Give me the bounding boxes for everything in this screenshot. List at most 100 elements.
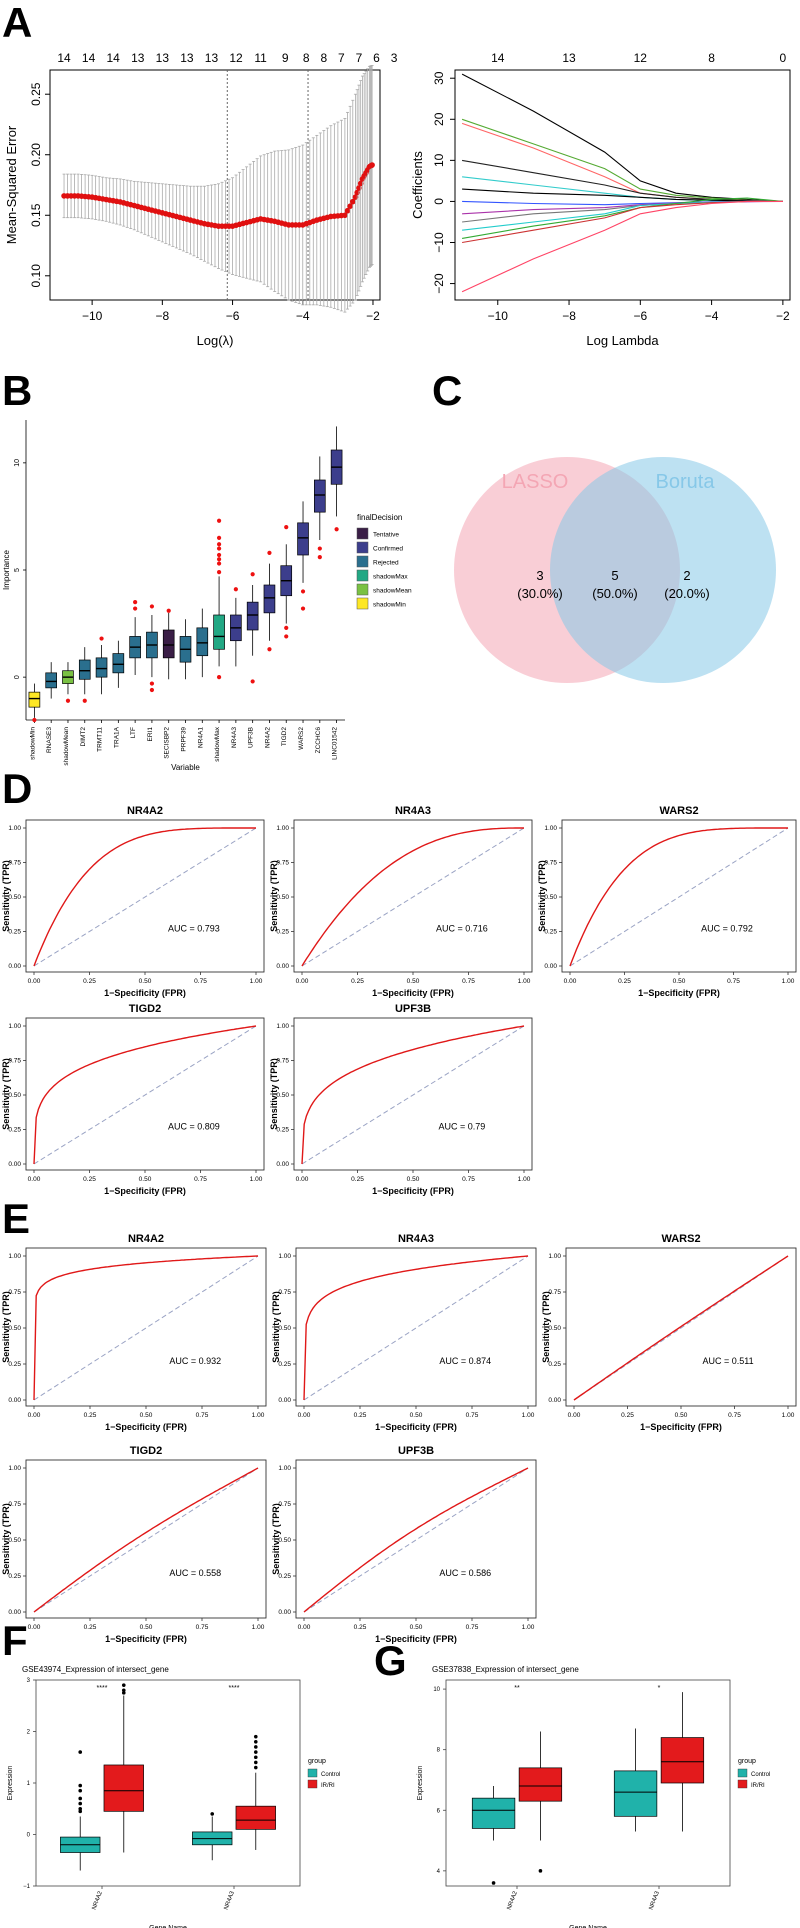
legend-label: Confirmed <box>373 546 403 553</box>
roc-e-upf3b: UPF3B 0.00 0.00 0.25 0.25 0.50 0.50 0.75 0.75 1.0… <box>271 1445 537 1644</box>
y-tick-label: 5 <box>14 568 21 572</box>
coefficient-path-c13 <box>461 200 783 293</box>
legend-swatch <box>356 569 369 582</box>
y-axis-label: Importance <box>2 549 11 590</box>
y-tick-label: 0.25 <box>278 1573 291 1580</box>
diagonal-reference <box>303 1255 529 1401</box>
roc-title: TIGD2 <box>129 1003 161 1015</box>
x-tick-label: 0.50 <box>410 1624 423 1631</box>
y-tick-label: 0.50 <box>544 894 557 901</box>
auc-label: AUC = 0.874 <box>439 1356 491 1366</box>
y-tick-label: 0.00 <box>544 963 557 970</box>
importance-box <box>112 653 125 674</box>
x-tick-label: 0.75 <box>727 978 740 985</box>
x-tick-label: −6 <box>633 309 647 323</box>
roc-title: NR4A2 <box>127 805 163 817</box>
outlier-point <box>166 608 171 613</box>
legend-label: shadowMin <box>373 602 406 609</box>
y-tick-label: 4 <box>437 1869 441 1875</box>
y-tick-label: 0.75 <box>278 1289 291 1296</box>
x-tick-label: −8 <box>155 309 169 323</box>
variable-label: NR4A2 <box>264 727 271 748</box>
auc-label: AUC = 0.932 <box>169 1356 221 1366</box>
outlier-point <box>300 606 306 611</box>
y-tick-label: 10 <box>432 153 446 167</box>
roc-curve <box>573 1255 789 1401</box>
x-tick-label: 0.50 <box>139 978 152 985</box>
legend-title: group <box>738 1758 756 1765</box>
y-tick-label: 0.00 <box>8 963 21 970</box>
coefficient-path-c11 <box>462 197 783 239</box>
importance-box <box>78 659 91 680</box>
outlier-point <box>284 634 289 639</box>
diagonal-reference <box>33 1467 259 1613</box>
diagonal-reference <box>301 827 525 967</box>
y-axis-label: Coefficients <box>410 151 425 219</box>
x-tick-label: 0.00 <box>298 1412 311 1419</box>
legend-label: Control <box>751 1772 770 1778</box>
top-count-label: 8 <box>320 51 327 65</box>
y-tick-label: 0.00 <box>548 1397 561 1404</box>
legend-swatch <box>356 541 369 554</box>
x-tick-label: 0.25 <box>84 1624 97 1631</box>
x-axis-label: 1−Specificity (FPR) <box>640 1422 722 1432</box>
roc-e-nr4a2: NR4A2 0.00 0.00 0.25 0.25 0.50 0.50 0.75 0.75 1.0… <box>1 1233 267 1432</box>
y-tick-label: 0.25 <box>29 82 43 106</box>
y-tick-label: 0.50 <box>276 1092 289 1099</box>
y-tick-label: 0.50 <box>8 1325 21 1332</box>
x-tick-label: 1.00 <box>518 978 531 985</box>
x-tick-label: 1.00 <box>518 1176 531 1183</box>
variable-label: WARS2 <box>298 727 305 750</box>
roc-title: UPF3B <box>398 1445 434 1457</box>
diagonal-reference <box>33 1025 257 1165</box>
category-label: NR4A3 <box>649 1890 661 1911</box>
y-tick-label: 0.75 <box>276 860 289 867</box>
mse-point <box>349 198 356 205</box>
top-count-label: 14 <box>82 51 96 65</box>
y-tick-label: 1.00 <box>8 1023 21 1030</box>
y-tick-label: 0 <box>432 198 446 205</box>
roc-curve <box>303 1467 529 1613</box>
outlier-point <box>233 587 238 592</box>
roc-curve <box>33 827 256 967</box>
y-tick-label: 0.75 <box>278 1501 291 1508</box>
roc-curve <box>33 1467 259 1613</box>
category-label: NR4A2 <box>92 1890 104 1911</box>
y-tick-label: 0.25 <box>8 1361 21 1368</box>
y-axis-label: Sensitivity (TPR) <box>1 1058 11 1130</box>
y-tick-label: 0.00 <box>276 1161 289 1168</box>
x-tick-label: 0.50 <box>140 1624 153 1631</box>
x-tick-label: −4 <box>296 309 310 323</box>
coefficient-path-c1 <box>461 73 783 202</box>
y-axis-label: Sensitivity (TPR) <box>269 860 279 932</box>
outlier-point <box>216 675 222 680</box>
variable-label: ZCCHC6 <box>315 727 322 754</box>
outlier-point <box>78 1788 83 1793</box>
x-axis-label: Gene Name <box>149 1925 187 1928</box>
panel-letter-e: E <box>2 1195 31 1242</box>
x-tick-label: 0.25 <box>84 1412 97 1419</box>
significance-label: **** <box>97 1685 108 1692</box>
x-axis-label: Log Lambda <box>586 333 659 348</box>
x-tick-label: −4 <box>705 309 719 323</box>
top-count-label: 11 <box>254 51 267 65</box>
roc-d-upf3b: UPF3B 0.00 0.00 0.25 0.25 0.50 0.50 0.75 0.75 1.0… <box>269 1003 533 1196</box>
roc-curve <box>33 1025 257 1165</box>
y-tick-label: 0.75 <box>8 1058 21 1065</box>
y-tick-label: 0.00 <box>278 1397 291 1404</box>
outlier-point <box>32 717 37 723</box>
variable-label: shadowMean <box>63 727 70 766</box>
expression-box <box>613 1770 658 1817</box>
mse-point <box>342 212 348 219</box>
x-tick-label: 0.00 <box>298 1624 311 1631</box>
auc-label: AUC = 0.716 <box>436 924 488 934</box>
outlier-point <box>300 589 306 594</box>
top-count-label: 14 <box>57 51 71 65</box>
outlier-point <box>253 1734 258 1739</box>
outlier-point <box>250 572 255 577</box>
auc-label: AUC = 0.558 <box>169 1568 221 1578</box>
outlier-point <box>216 561 222 566</box>
x-tick-label: 0.00 <box>296 1176 309 1183</box>
outlier-point <box>149 604 155 609</box>
x-axis-label: 1−Specificity (FPR) <box>105 1634 187 1644</box>
